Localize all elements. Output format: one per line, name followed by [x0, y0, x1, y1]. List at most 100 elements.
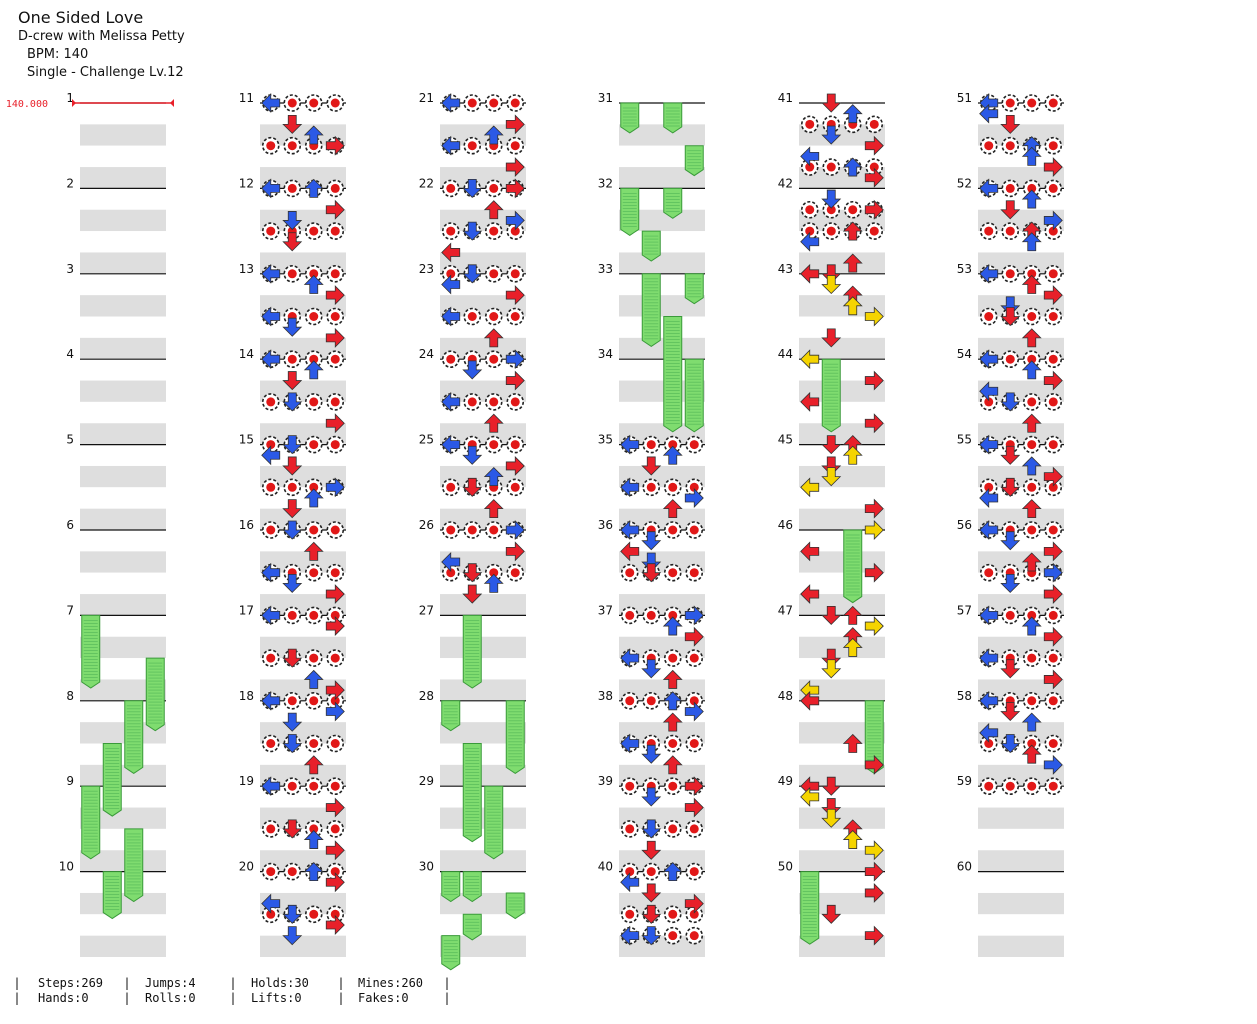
- stats-separator: |: [13, 976, 21, 990]
- beat-band: [80, 764, 166, 787]
- beat-band: [260, 828, 346, 851]
- hold-bar-icon: [684, 358, 704, 433]
- arrow-note-icon: [821, 456, 842, 476]
- beat-band: [80, 551, 166, 573]
- arrow-note-icon: [282, 573, 303, 593]
- beat-band: [978, 487, 1064, 509]
- beat-band: [619, 807, 705, 829]
- mine-icon: [484, 94, 503, 112]
- mine-icon: [1044, 94, 1063, 112]
- mine-icon: [1044, 606, 1063, 625]
- arrow-note-icon: [1021, 456, 1042, 476]
- beat-band: [440, 871, 526, 893]
- hold-bar-icon: [441, 935, 461, 971]
- arrow-note-icon: [821, 904, 842, 924]
- beat-band: [260, 807, 346, 829]
- beat-band: [80, 465, 166, 488]
- beat-band: [978, 359, 1064, 381]
- beat-band: [619, 188, 705, 210]
- mine-icon: [261, 478, 280, 497]
- beat-band: [978, 786, 1064, 808]
- arrow-note-icon: [662, 691, 683, 711]
- stats-separator: |: [229, 991, 237, 1005]
- beat-band: [799, 359, 885, 381]
- mine-icon: [1001, 94, 1020, 112]
- arrow-note-icon: [261, 178, 281, 199]
- beat-band: [978, 530, 1064, 552]
- arrow-note-icon: [979, 605, 999, 626]
- arrow-note-icon: [684, 776, 704, 797]
- measure-number: 18: [239, 689, 254, 703]
- beat-band: [260, 530, 346, 552]
- beat-band: [978, 850, 1064, 872]
- beat-band: [799, 722, 885, 744]
- arrow-note-icon: [979, 520, 999, 540]
- mine-icon: [1044, 734, 1063, 753]
- measure-number: 10: [59, 860, 74, 874]
- arrow-note-icon: [505, 455, 525, 476]
- arrow-note-icon: [462, 563, 483, 583]
- hold-bar-icon: [145, 657, 165, 732]
- beat-band: [260, 658, 346, 680]
- mine-icon: [1001, 179, 1020, 198]
- mine-icon: [484, 222, 503, 240]
- hold-bar-icon: [663, 102, 683, 134]
- mine-icon: [1044, 649, 1063, 667]
- beat-band: [799, 423, 885, 445]
- beat-band: [80, 530, 166, 552]
- beat-band: [619, 892, 705, 915]
- mine-icon: [304, 393, 323, 411]
- beat-band: [619, 828, 705, 851]
- arrow-note-icon: [462, 477, 483, 497]
- arrow-note-icon: [282, 499, 303, 519]
- measure-number: 11: [239, 91, 254, 105]
- beat-band: [978, 658, 1064, 680]
- arrow-note-icon: [842, 637, 863, 657]
- arrow-note-icon: [842, 296, 863, 316]
- arrow-note-icon: [641, 904, 662, 924]
- mine-icon: [663, 734, 682, 753]
- beat-band: [978, 508, 1064, 530]
- beat-band: [260, 636, 346, 659]
- measure-number: 8: [66, 689, 74, 703]
- beat-band: [440, 401, 526, 424]
- stat-mines: Mines:260: [358, 976, 424, 990]
- mine-icon: [326, 307, 345, 326]
- measure-number: 14: [239, 347, 254, 361]
- hold-bar-icon: [102, 743, 122, 817]
- arrow-note-icon: [1000, 531, 1021, 551]
- arrow-note-icon: [821, 808, 842, 828]
- hold-bar-icon: [641, 273, 661, 347]
- chart-column: 21 22 23 24 25 26 27 28 29 30: [419, 91, 526, 979]
- arrow-note-icon: [842, 733, 863, 753]
- mine-icon: [441, 264, 460, 283]
- mine-icon: [283, 179, 302, 198]
- arrow-note-icon: [864, 135, 884, 156]
- beat-band: [440, 743, 526, 765]
- arrow-note-icon: [1000, 702, 1021, 722]
- beat-band: [80, 828, 166, 851]
- stats-separator: |: [443, 991, 451, 1005]
- beat-band: [978, 124, 1064, 146]
- beat-band: [978, 167, 1064, 189]
- arrow-note-icon: [1021, 712, 1042, 732]
- arrow-note-icon: [620, 872, 640, 893]
- measure-number: 46: [778, 518, 793, 532]
- beat-band: [799, 401, 885, 424]
- beat-band: [619, 487, 705, 509]
- mine-icon: [1022, 777, 1041, 796]
- beat-band: [440, 487, 526, 509]
- beat-band: [799, 551, 885, 573]
- beat-band: [80, 209, 166, 232]
- mine-icon: [1022, 94, 1041, 112]
- beat-band: [80, 316, 166, 338]
- mine-icon: [506, 94, 525, 112]
- mine-icon: [326, 222, 345, 240]
- beat-band: [799, 957, 885, 979]
- mine-icon: [1044, 691, 1063, 710]
- arrow-note-icon: [325, 915, 345, 935]
- arrow-note-icon: [282, 232, 303, 252]
- hold-bar-icon: [102, 871, 122, 920]
- arrow-note-icon: [864, 882, 884, 903]
- beat-band: [260, 359, 346, 381]
